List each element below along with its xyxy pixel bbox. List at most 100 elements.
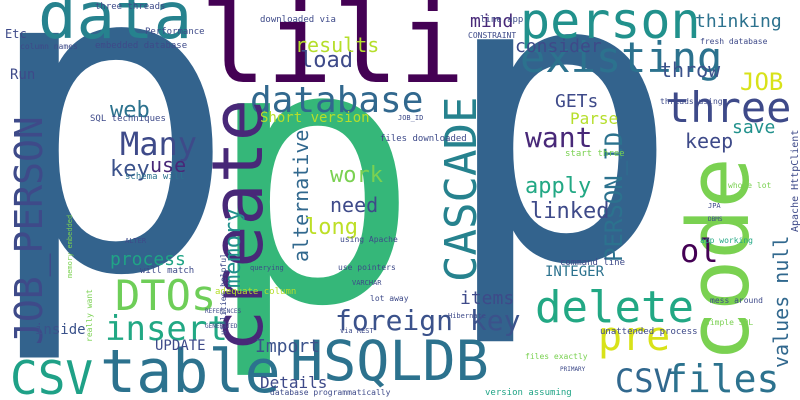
cloud-word: adequate column xyxy=(215,287,296,297)
cloud-word: items xyxy=(460,288,514,309)
cloud-word: ol xyxy=(680,232,719,270)
cloud-word: lili xyxy=(200,0,465,108)
cloud-word: embedded database xyxy=(95,41,187,51)
cloud-word: process xyxy=(110,249,186,270)
cloud-word: key xyxy=(110,157,150,182)
cloud-word: create xyxy=(197,99,279,352)
cloud-word: Details xyxy=(260,373,327,392)
cloud-word: PERSON_ID xyxy=(600,132,628,262)
cloud-word: INTEGER xyxy=(545,264,605,280)
cloud-word: Parse xyxy=(570,109,618,128)
cloud-word: PRIMARY xyxy=(560,366,586,373)
cloud-word: CSV xyxy=(10,351,93,400)
cloud-word: use pointers xyxy=(338,263,396,272)
cloud-word: CASCADE xyxy=(436,97,487,282)
cloud-word: p xyxy=(440,0,681,353)
cloud-word: GETs xyxy=(555,91,598,112)
cloud-word: JOB_ID xyxy=(398,114,423,122)
cloud-word: Apache HttpClient xyxy=(790,130,800,232)
cloud-word: Many xyxy=(120,125,197,163)
cloud-word: three threads xyxy=(95,2,165,12)
cloud-word: ALTER xyxy=(125,237,147,245)
cloud-word: DTOs xyxy=(115,271,216,320)
cloud-word: mess around xyxy=(710,296,763,305)
cloud-word: will match xyxy=(140,266,194,276)
cloud-word: HSQLDB xyxy=(290,329,489,393)
cloud-word: command line xyxy=(560,258,625,268)
cloud-word: database xyxy=(250,80,423,121)
cloud-word: mind xyxy=(470,11,513,32)
cloud-word: fresh database xyxy=(700,37,768,46)
cloud-word: apply xyxy=(525,174,591,199)
cloud-word: Performance xyxy=(145,27,205,37)
cloud-word: column names xyxy=(20,42,78,51)
cloud-word: database programmatically xyxy=(270,388,391,397)
cloud-word: VARCHAR xyxy=(352,279,382,287)
cloud-word: schema will xyxy=(125,172,185,182)
cloud-word: long xyxy=(305,215,358,240)
cloud-word: files downloaded xyxy=(380,134,467,144)
cloud-word: results xyxy=(295,33,379,57)
cloud-word: save xyxy=(732,117,775,138)
cloud-word: web xyxy=(110,98,150,123)
cloud-word: SQL techniques xyxy=(90,114,166,124)
cloud-word: code xyxy=(670,157,769,362)
cloud-word: GENERATED xyxy=(205,323,238,330)
cloud-word: start three xyxy=(565,149,625,159)
cloud-word: memory embedded xyxy=(66,215,74,278)
cloud-word: inside xyxy=(35,322,86,338)
cloud-word: insert xyxy=(105,309,228,349)
cloud-word: UPDATE xyxy=(155,338,206,354)
cloud-word: whole lot xyxy=(728,181,772,190)
cloud-word: querying xyxy=(250,264,284,272)
cloud-word: REFERENCES xyxy=(205,308,242,315)
cloud-word: version assuming xyxy=(485,388,572,398)
cloud-word: CSV xyxy=(615,362,673,400)
cloud-word: keep xyxy=(685,129,733,153)
cloud-word: existing xyxy=(520,33,722,82)
cloud-word: person xyxy=(520,0,701,50)
cloud-word: unattended process xyxy=(600,327,698,337)
cloud-word: threads using xyxy=(660,97,723,106)
cloud-word: files xyxy=(665,357,779,400)
cloud-word: load xyxy=(300,48,353,73)
cloud-word: p xyxy=(0,0,239,370)
cloud-word: data xyxy=(38,0,192,54)
cloud-word: work xyxy=(330,163,383,188)
cloud-word: really want xyxy=(85,289,94,342)
cloud-word: utilities helpful xyxy=(219,253,228,335)
cloud-word: line app xyxy=(480,15,523,25)
cloud-word: linked xyxy=(530,199,609,224)
cloud-word: JOB_PERSON xyxy=(7,116,52,345)
cloud-word: Hibernate xyxy=(448,312,486,320)
cloud-word: throw xyxy=(660,58,721,82)
cloud-word: CONSTRAINT xyxy=(468,31,516,40)
cloud-word: consider xyxy=(515,36,602,57)
cloud-word: table xyxy=(100,337,281,400)
cloud-word: delete xyxy=(535,282,694,333)
cloud-word: foreign key xyxy=(335,304,520,337)
cloud-word: DBMS xyxy=(708,216,723,223)
cloud-word: p xyxy=(204,0,421,385)
cloud-word: lot away xyxy=(370,294,409,303)
cloud-word: app working xyxy=(700,236,753,245)
cloud-word: JOB xyxy=(740,68,783,96)
cloud-word: alternative xyxy=(289,130,313,262)
cloud-word: need xyxy=(330,193,378,217)
cloud-word: use xyxy=(150,153,186,177)
cloud-word: using Apache xyxy=(340,235,398,244)
cloud-word: simple SQL xyxy=(705,318,753,327)
cloud-word: memory xyxy=(221,209,246,288)
cloud-word: Short version xyxy=(260,110,370,126)
cloud-word: via REST xyxy=(340,327,375,335)
cloud-word: Run xyxy=(10,67,35,83)
cloud-word: thinking xyxy=(695,11,782,32)
cloud-word: Etc xyxy=(5,27,27,41)
cloud-word: files exactly xyxy=(525,352,588,361)
cloud-word: JPA xyxy=(708,202,721,210)
cloud-word: Import xyxy=(255,336,320,357)
cloud-word: three xyxy=(665,83,791,132)
